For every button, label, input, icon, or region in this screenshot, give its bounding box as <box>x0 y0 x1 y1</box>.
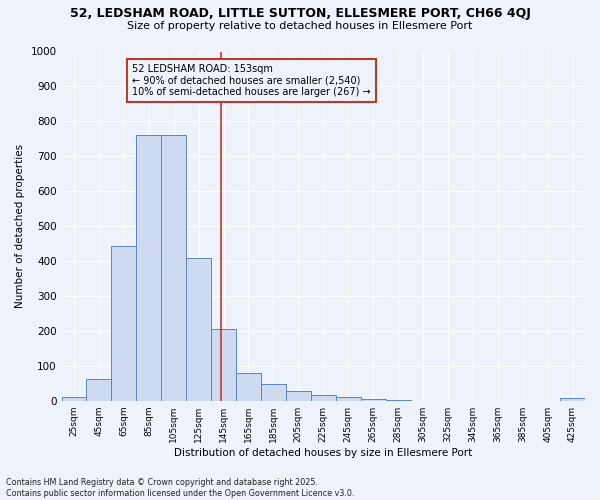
Bar <box>336 397 361 400</box>
Text: Size of property relative to detached houses in Ellesmere Port: Size of property relative to detached ho… <box>127 21 473 31</box>
Bar <box>286 391 311 400</box>
Bar <box>112 246 136 400</box>
Bar <box>62 397 86 400</box>
Text: Contains HM Land Registry data © Crown copyright and database right 2025.
Contai: Contains HM Land Registry data © Crown c… <box>6 478 355 498</box>
Bar <box>311 396 336 400</box>
X-axis label: Distribution of detached houses by size in Ellesmere Port: Distribution of detached houses by size … <box>174 448 472 458</box>
Bar <box>361 399 386 400</box>
Text: 52 LEDSHAM ROAD: 153sqm
← 90% of detached houses are smaller (2,540)
10% of semi: 52 LEDSHAM ROAD: 153sqm ← 90% of detache… <box>132 64 371 97</box>
Bar <box>211 329 236 400</box>
Bar <box>186 258 211 400</box>
Bar <box>261 384 286 400</box>
Bar <box>236 374 261 400</box>
Bar <box>136 134 161 400</box>
Bar <box>86 378 112 400</box>
Y-axis label: Number of detached properties: Number of detached properties <box>15 144 25 308</box>
Bar <box>161 134 186 400</box>
Text: 52, LEDSHAM ROAD, LITTLE SUTTON, ELLESMERE PORT, CH66 4QJ: 52, LEDSHAM ROAD, LITTLE SUTTON, ELLESME… <box>70 8 530 20</box>
Bar <box>560 398 585 400</box>
